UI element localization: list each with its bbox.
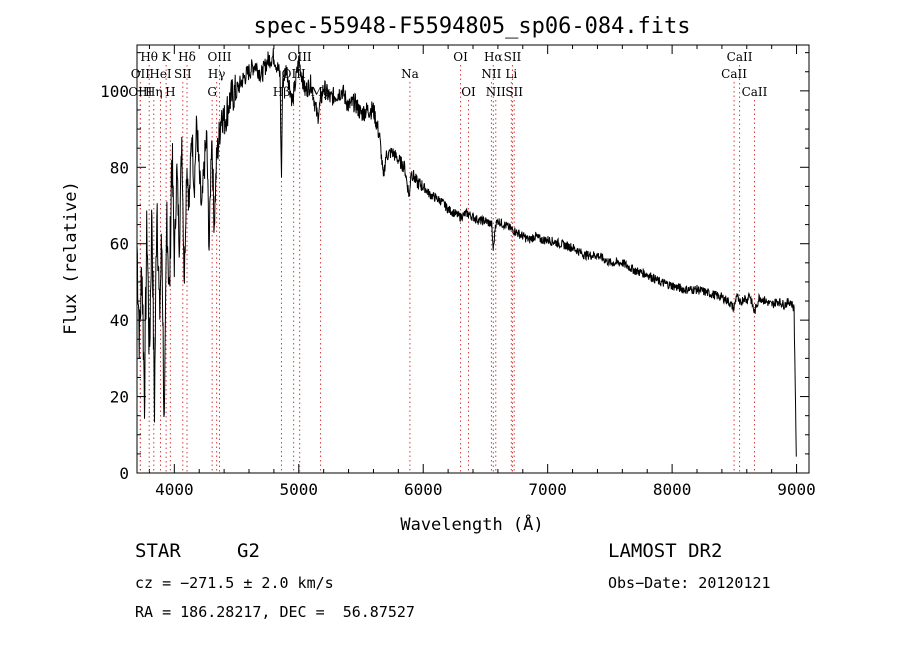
- y-tick-label: 100: [100, 82, 129, 101]
- spectral-line-label: NII: [481, 67, 501, 81]
- spectral-line-label: OIII: [288, 50, 312, 64]
- spectral-line-label: H: [165, 85, 175, 99]
- spectral-line-label: K: [162, 50, 172, 64]
- spectral-line-label: Hβ: [273, 85, 290, 99]
- x-tick-label: 6000: [404, 480, 443, 499]
- spectral-line-label: OI: [453, 50, 468, 64]
- plot-frame: [136, 44, 810, 474]
- spectral-line-label: CaII: [721, 67, 747, 81]
- spectral-line-label: Na: [401, 67, 419, 81]
- spectral-line-label: Li: [505, 67, 517, 81]
- spectral-line-label: Hθ: [140, 50, 158, 64]
- spectral-line-label: Hα: [484, 50, 503, 64]
- x-tick-label: 7000: [528, 480, 567, 499]
- y-tick-label: 40: [110, 311, 129, 330]
- spectrum-line: [136, 48, 797, 457]
- ra-dec-coords: RA = 186.28217, DEC = 56.87527: [135, 603, 415, 621]
- cz-value: cz = −271.5 ± 2.0 km/s: [135, 574, 334, 592]
- obs-date: Obs−Date: 20120121: [608, 574, 771, 592]
- spectral-line-label: CaII: [727, 50, 753, 64]
- spectral-line-label: SII: [504, 50, 522, 64]
- spectral-line-label: Hδ: [178, 50, 196, 64]
- y-tick-label: 60: [110, 235, 129, 254]
- y-tick-label: 20: [110, 388, 129, 407]
- spectral-line-label: NII: [486, 85, 506, 99]
- survey-name: LAMOST DR2: [608, 540, 723, 562]
- x-tick-label: 8000: [653, 480, 692, 499]
- spectral-line-label: CaII: [742, 85, 768, 99]
- spectral-line-label: OII: [131, 67, 151, 81]
- y-axis-label: Flux (relative): [61, 181, 81, 335]
- y-tick-label: 80: [110, 158, 129, 177]
- spectral-line-label: HeI: [149, 67, 172, 81]
- spectral-line-label: OIII: [207, 50, 231, 64]
- spectral-line-label: SII: [174, 67, 192, 81]
- spectral-line-label: G: [207, 85, 217, 99]
- x-tick-label: 5000: [280, 480, 319, 499]
- spectral-line-label: SII: [505, 85, 523, 99]
- x-tick-label: 4000: [155, 480, 194, 499]
- y-tick-label: 0: [119, 464, 129, 483]
- object-subclass: G2: [237, 540, 260, 562]
- spectral-line-label: OI: [461, 85, 476, 99]
- chart-title: spec-55948-F5594805_sp06-084.fits: [253, 14, 690, 39]
- spectral-line-label: OIII: [128, 85, 152, 99]
- x-axis-label: Wavelength (Å): [400, 513, 543, 535]
- spectral-line-label: Hγ: [208, 67, 226, 81]
- x-tick-label: 9000: [777, 480, 816, 499]
- spectral-line-label: Hη: [145, 85, 163, 99]
- object-type: STAR: [135, 540, 181, 562]
